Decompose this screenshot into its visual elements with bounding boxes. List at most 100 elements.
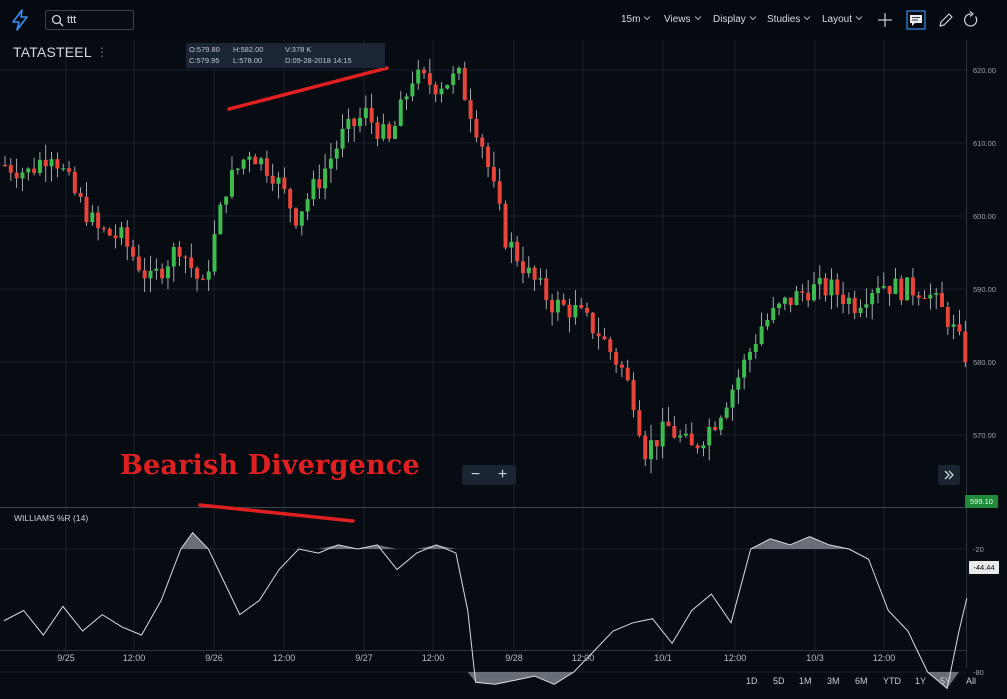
- range-button-all[interactable]: All: [966, 676, 977, 686]
- candle-up: [759, 326, 764, 344]
- candle-down: [352, 118, 357, 127]
- display-menu[interactable]: Display: [713, 12, 757, 28]
- candle-up: [858, 307, 863, 314]
- candle-down: [369, 107, 374, 123]
- candle-down: [515, 241, 520, 262]
- candle-down: [264, 158, 269, 176]
- chevron-down-icon: [644, 16, 651, 21]
- candle-up: [154, 268, 159, 271]
- candles-layer: [3, 58, 968, 474]
- candle-down: [940, 293, 945, 308]
- display-label: Display: [713, 14, 746, 25]
- candle-down: [282, 177, 287, 190]
- reset-icon[interactable]: [961, 10, 981, 30]
- x-tick-label: 12:00: [123, 653, 146, 663]
- ohlc-high: H:582.00: [233, 45, 264, 54]
- range-button-1m[interactable]: 1M: [799, 676, 812, 686]
- candle-up: [26, 168, 31, 173]
- range-button-5y[interactable]: 5Y: [940, 676, 952, 686]
- chevron-down-icon: [694, 16, 701, 21]
- candle-up: [439, 88, 444, 95]
- candle-up: [235, 168, 240, 170]
- indicator-divergence-line: [198, 503, 355, 523]
- range-button-6m[interactable]: 6M: [855, 676, 868, 686]
- candle-up: [730, 389, 735, 408]
- candle-down: [78, 193, 83, 197]
- candle-down: [294, 208, 298, 226]
- zoom-in-button[interactable]: +: [497, 466, 508, 483]
- candle-up: [206, 271, 211, 280]
- candle-up: [165, 266, 170, 279]
- chart-grid: [0, 40, 967, 673]
- indicator-tick-label: -80: [973, 668, 984, 677]
- candle-down: [422, 69, 427, 74]
- candle-down: [841, 294, 846, 305]
- candle-up: [794, 291, 799, 306]
- candle-up: [212, 234, 217, 272]
- interval-label: 15m: [621, 14, 641, 25]
- candle-up: [753, 343, 758, 352]
- candle-down: [520, 261, 525, 274]
- studies-menu[interactable]: Studies: [767, 12, 811, 28]
- candle-down: [910, 277, 915, 296]
- candle-up: [526, 267, 531, 274]
- candle-up: [928, 294, 933, 299]
- candle-down: [142, 270, 147, 279]
- candle-up: [771, 308, 776, 321]
- x-tick-label: 10/3: [806, 653, 824, 663]
- range-button-1y[interactable]: 1Y: [915, 676, 927, 686]
- range-button-5d[interactable]: 5D: [773, 676, 785, 686]
- double-chevron-right-icon: [944, 470, 954, 480]
- views-label: Views: [664, 14, 691, 25]
- interval-menu[interactable]: 15m: [621, 12, 651, 28]
- overbought-fill: [4, 532, 967, 549]
- candle-down: [899, 278, 904, 301]
- search-input[interactable]: [67, 12, 131, 28]
- candle-down: [957, 324, 962, 332]
- candle-up: [456, 67, 461, 74]
- range-button-ytd[interactable]: YTD: [883, 676, 901, 686]
- layout-menu[interactable]: Layout: [822, 12, 863, 28]
- candle-down: [602, 336, 607, 340]
- candle-up: [346, 118, 351, 129]
- more-vertical-icon[interactable]: ⋮: [96, 45, 108, 59]
- candle-down: [561, 299, 566, 305]
- candle-down: [491, 166, 496, 182]
- candle-up: [90, 212, 95, 223]
- candle-down: [497, 181, 502, 204]
- candle-down: [608, 339, 613, 352]
- x-tick-label: 12:00: [422, 653, 445, 663]
- indicator-label[interactable]: WILLIAMS %R (14): [14, 513, 89, 523]
- range-button-1d[interactable]: 1D: [746, 676, 758, 686]
- views-menu[interactable]: Views: [664, 12, 702, 28]
- candle-up: [951, 324, 956, 327]
- crosshair-icon[interactable]: [875, 10, 895, 30]
- candle-down: [200, 278, 205, 280]
- pencil-draw-icon[interactable]: [936, 10, 956, 30]
- range-button-3m[interactable]: 3M: [827, 676, 840, 686]
- search-icon: [51, 14, 64, 27]
- candle-down: [136, 256, 141, 271]
- candle-up: [49, 159, 54, 167]
- candle-up: [509, 241, 514, 248]
- comment-icon[interactable]: [906, 10, 926, 30]
- candle-up: [259, 158, 264, 165]
- x-tick-label: 9/27: [355, 653, 373, 663]
- candle-up: [538, 278, 543, 280]
- candle-down: [270, 175, 275, 184]
- candle-up: [881, 285, 886, 288]
- x-tick-label: 9/26: [205, 653, 223, 663]
- candle-down: [468, 100, 473, 119]
- candle-down: [579, 304, 584, 308]
- price-tick-label: 620.00: [973, 66, 996, 75]
- candle-up: [829, 279, 834, 296]
- candle-down: [625, 367, 630, 381]
- price-tick-label: 570.00: [973, 431, 996, 440]
- symbol-search[interactable]: [45, 10, 134, 30]
- symbol-name[interactable]: TATASTEEL: [13, 44, 92, 60]
- scroll-to-end-button[interactable]: [938, 465, 960, 485]
- lightning-logo-icon[interactable]: [10, 9, 30, 31]
- candle-down: [567, 304, 572, 318]
- zoom-out-button[interactable]: −: [470, 466, 481, 483]
